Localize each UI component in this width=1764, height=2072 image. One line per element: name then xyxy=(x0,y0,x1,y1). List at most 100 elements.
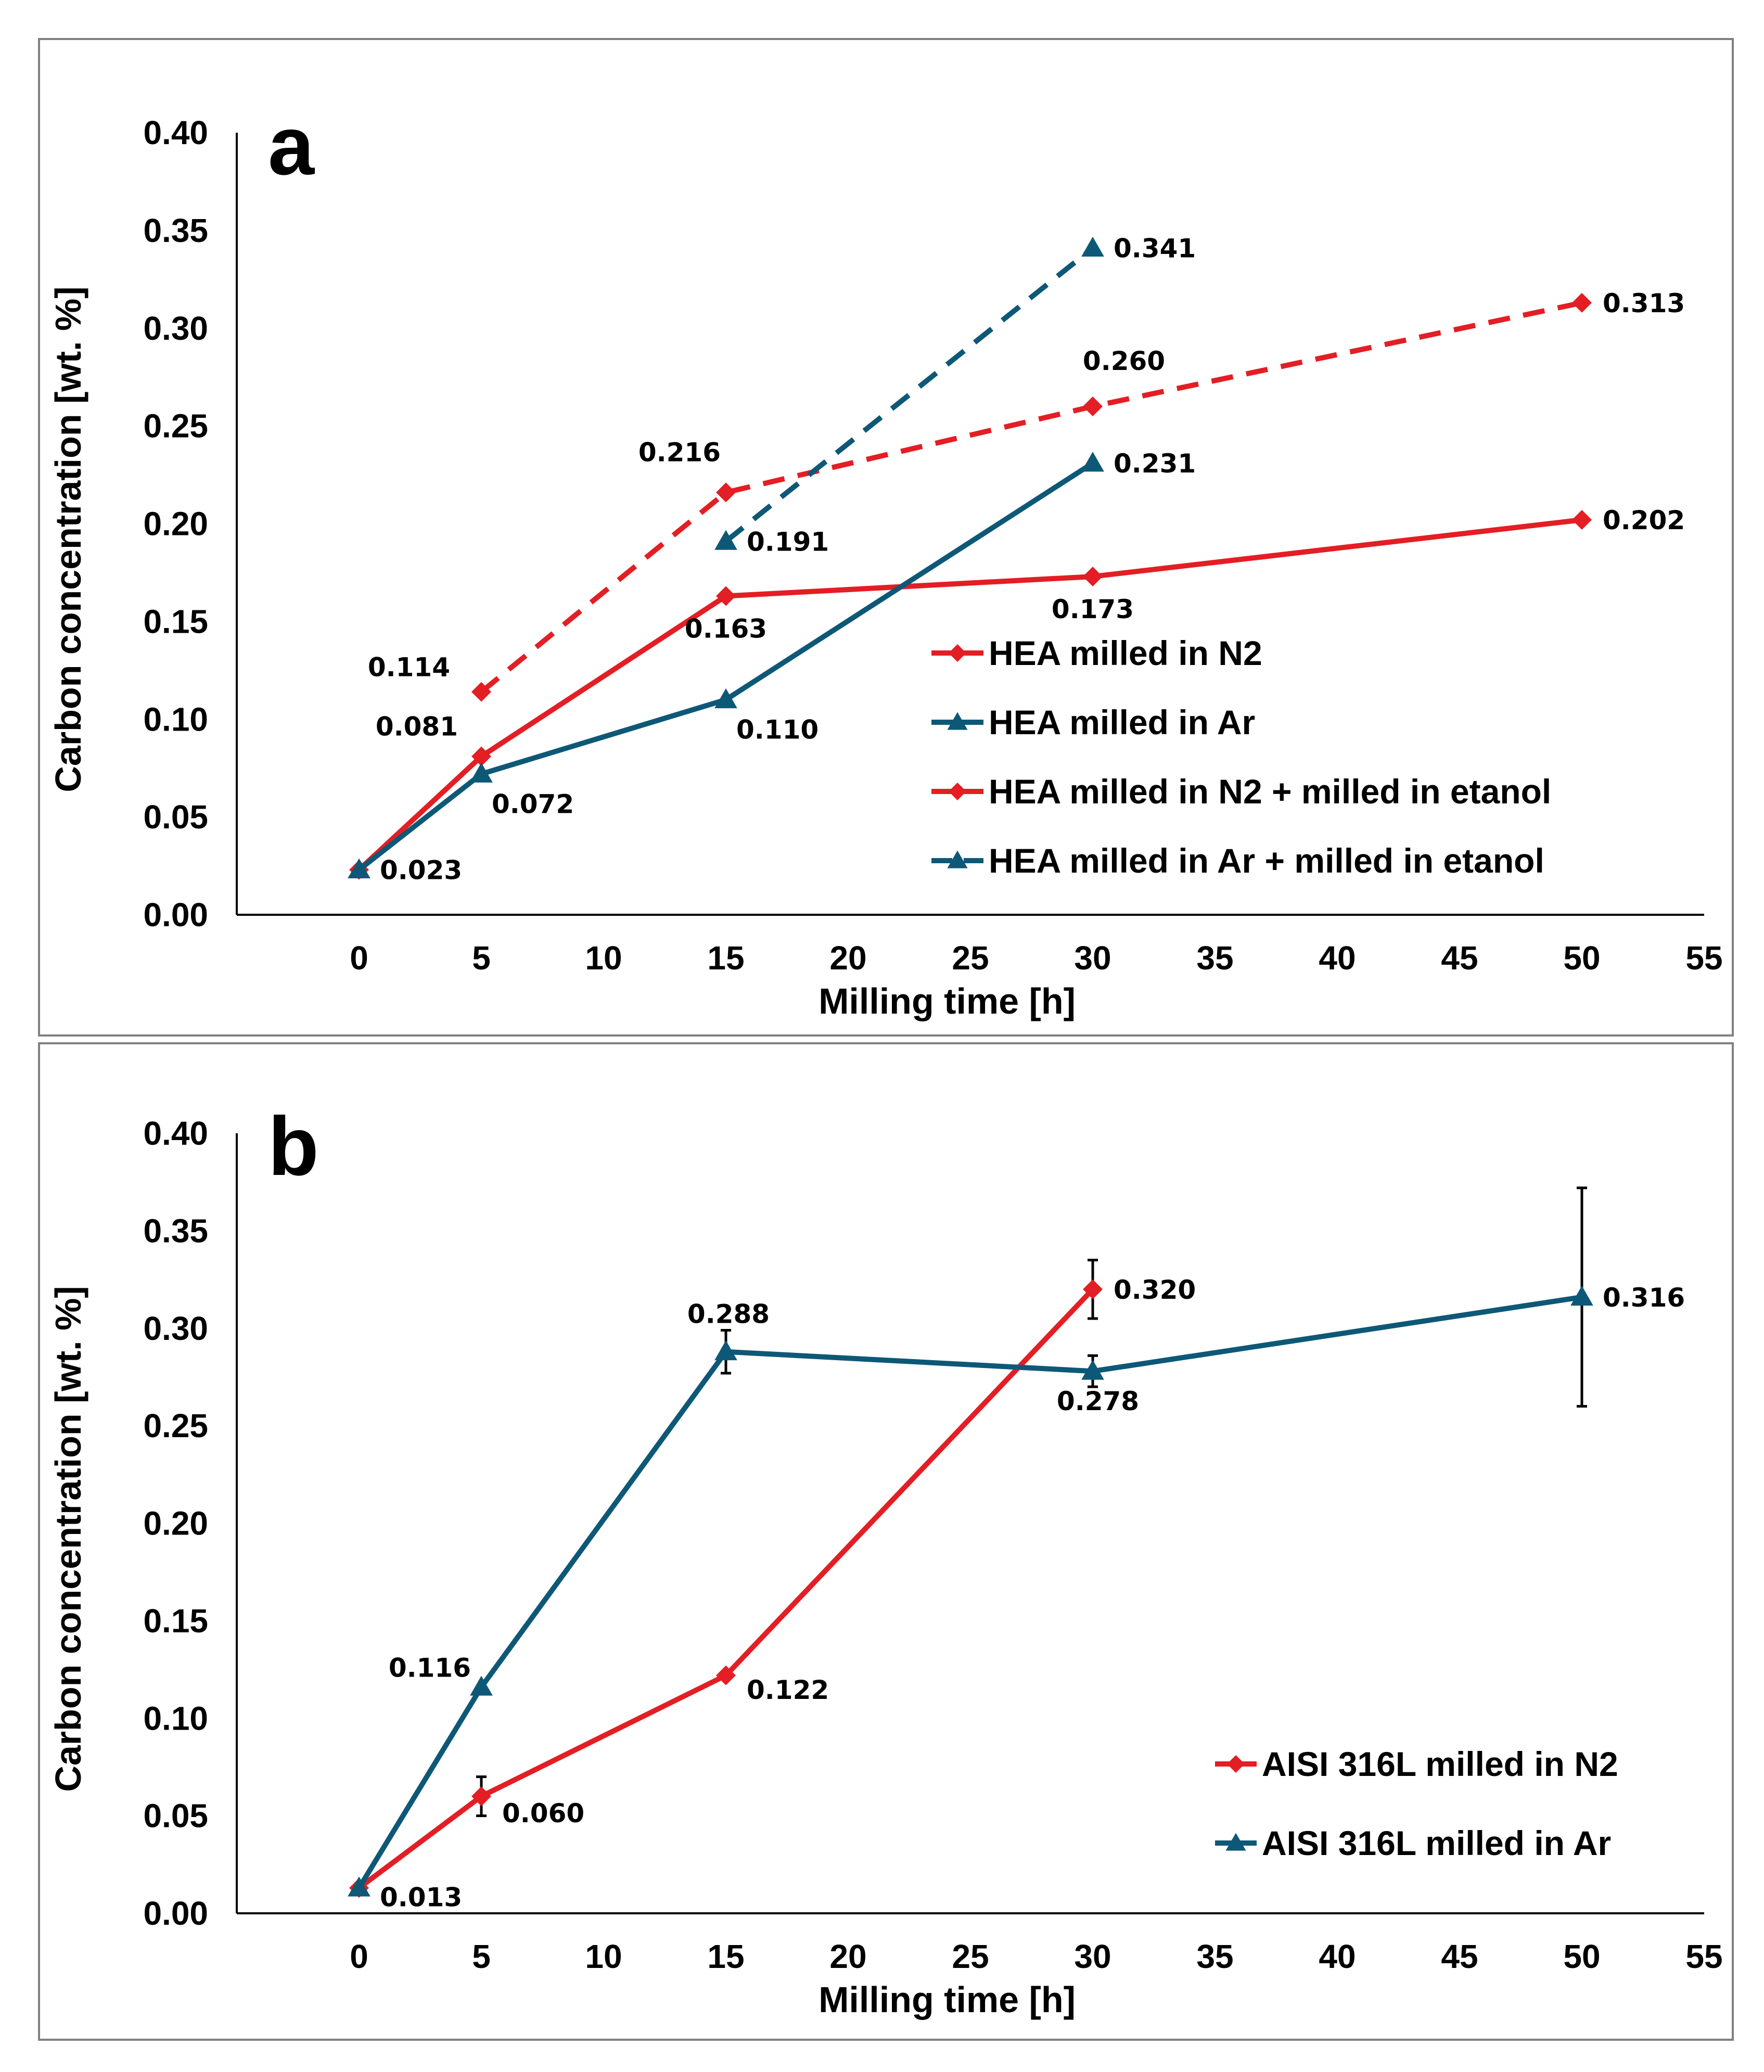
data-label: 0.173 xyxy=(1052,594,1134,624)
x-tick-label: 5 xyxy=(472,939,491,977)
series-line xyxy=(357,461,1094,872)
y-tick-label: 0.10 xyxy=(143,700,208,738)
legend-marker xyxy=(1225,1833,1246,1851)
data-point xyxy=(348,1876,370,1897)
series-line xyxy=(479,300,1583,694)
x-tick-label: 30 xyxy=(1074,939,1111,977)
x-tick-label: 45 xyxy=(1441,939,1478,977)
x-tick-label: 50 xyxy=(1563,1938,1600,1975)
x-tick-label: 0 xyxy=(350,1938,368,1975)
data-label: 0.116 xyxy=(389,1653,471,1683)
x-tick-label: 25 xyxy=(952,939,989,977)
data-point xyxy=(1081,236,1104,257)
data-label: 0.341 xyxy=(1114,234,1196,264)
x-tick-label: 40 xyxy=(1319,1938,1356,1975)
x-tick-label: 5 xyxy=(472,1938,491,1975)
data-label: 0.202 xyxy=(1603,505,1685,535)
legend-marker xyxy=(949,644,966,662)
x-tick-label: 45 xyxy=(1441,1938,1478,1975)
y-tick-label: 0.40 xyxy=(143,1115,208,1152)
data-point xyxy=(714,530,737,550)
y-tick-label: 0.25 xyxy=(143,1407,208,1444)
data-label: 0.288 xyxy=(687,1299,770,1329)
x-tick-label: 25 xyxy=(952,1938,989,1975)
y-tick-label: 0.25 xyxy=(143,407,208,445)
series-2: 0.114 0.216 0.260 0.313 xyxy=(368,288,1685,702)
data-label: 0.114 xyxy=(368,653,450,683)
x-tick-label: 20 xyxy=(829,1938,866,1975)
legend-entry-label: HEA milled in N2 + milled in etanol xyxy=(989,772,1551,811)
x-axis-title: Milling time [h] xyxy=(819,1979,1076,2020)
data-label: 0.231 xyxy=(1114,449,1196,479)
data-label: 0.316 xyxy=(1603,1283,1685,1313)
y-tick-label: 0.20 xyxy=(143,505,208,543)
data-label: 0.072 xyxy=(492,789,574,819)
data-point xyxy=(471,746,491,766)
y-tick-label: 0.05 xyxy=(143,1797,208,1835)
x-tick-label: 50 xyxy=(1563,939,1600,977)
data-label: 0.191 xyxy=(747,527,829,557)
data-label: 0.260 xyxy=(1083,346,1165,376)
data-point xyxy=(348,858,370,878)
data-label: 0.320 xyxy=(1114,1275,1196,1305)
data-point xyxy=(1083,566,1103,586)
data-label: 0.081 xyxy=(376,712,458,742)
legend-marker xyxy=(947,850,968,868)
series-1: 0.023 0.072 0.110 0.231 xyxy=(348,449,1196,886)
legend-entry-label: AISI 316L milled in Ar xyxy=(1262,1824,1611,1862)
series-3: 0.191 0.341 xyxy=(714,234,1196,557)
x-tick-label: 15 xyxy=(707,1938,744,1975)
x-tick-label: 20 xyxy=(829,939,866,977)
legend-marker xyxy=(949,783,966,800)
y-tick-label: 0.30 xyxy=(143,1310,208,1347)
series-1: 0.013 0.116 0.288 0.278 0.316 xyxy=(348,1186,1685,1912)
data-point xyxy=(1083,1279,1103,1299)
y-tick-label: 0.35 xyxy=(143,1212,208,1249)
panel-label: b xyxy=(268,1099,319,1193)
data-point xyxy=(1083,397,1103,417)
x-axis-title: Milling time [h] xyxy=(819,981,1076,1021)
data-point xyxy=(471,682,491,702)
y-tick-label: 0.35 xyxy=(143,212,208,249)
data-point xyxy=(1570,1285,1593,1306)
y-axis-title: Carbon concentration [wt. %] xyxy=(48,286,88,792)
data-point xyxy=(470,1675,493,1696)
data-label: 0.163 xyxy=(685,614,767,644)
y-tick-label: 0.00 xyxy=(143,896,208,933)
legend-marker xyxy=(1227,1755,1245,1773)
data-point xyxy=(716,586,736,606)
y-tick-label: 0.00 xyxy=(143,1895,208,1932)
legend-entry-label: HEA milled in Ar + milled in etanol xyxy=(989,841,1544,880)
y-tick-label: 0.10 xyxy=(143,1699,208,1737)
y-tick-label: 0.05 xyxy=(143,798,208,836)
data-label: 0.023 xyxy=(380,855,462,886)
data-point xyxy=(1572,509,1592,530)
x-tick-label: 15 xyxy=(707,939,744,977)
data-point xyxy=(1081,1360,1104,1380)
data-point xyxy=(716,482,736,503)
data-label: 0.278 xyxy=(1057,1386,1139,1416)
data-label: 0.110 xyxy=(736,715,819,745)
x-tick-label: 10 xyxy=(585,1938,622,1975)
panel-a-frame xyxy=(38,38,1734,1037)
panel-a: 0.00 0.05 0.10 0.15 0.20 0.25 0.30 0.35 0.40 0 5 10… xyxy=(48,99,1723,1021)
data-label: 0.122 xyxy=(747,1675,829,1705)
y-axis-title: Carbon concentration [wt. %] xyxy=(48,1286,88,1792)
series-0: 0.081 0.163 0.173 0.202 xyxy=(349,505,1685,880)
legend: AISI 316L milled in N2 AISI 316L milled i… xyxy=(1215,1745,1618,1862)
panel-b-frame xyxy=(38,1042,1734,2041)
y-tick-label: 0.40 xyxy=(143,114,208,151)
x-tick-label: 35 xyxy=(1196,939,1233,977)
data-point xyxy=(716,1665,736,1685)
legend-marker xyxy=(947,712,968,730)
y-tick-label: 0.15 xyxy=(143,603,208,640)
x-tick-label: 30 xyxy=(1074,1938,1111,1975)
x-tick-label: 55 xyxy=(1685,939,1722,977)
x-tick-label: 35 xyxy=(1196,1938,1233,1975)
data-point xyxy=(1572,292,1592,313)
data-label: 0.313 xyxy=(1603,288,1685,318)
y-tick-label: 0.20 xyxy=(143,1505,208,1542)
legend: HEA milled in N2 HEA milled in Ar HEA mill… xyxy=(931,634,1551,880)
series-line xyxy=(724,246,1095,544)
